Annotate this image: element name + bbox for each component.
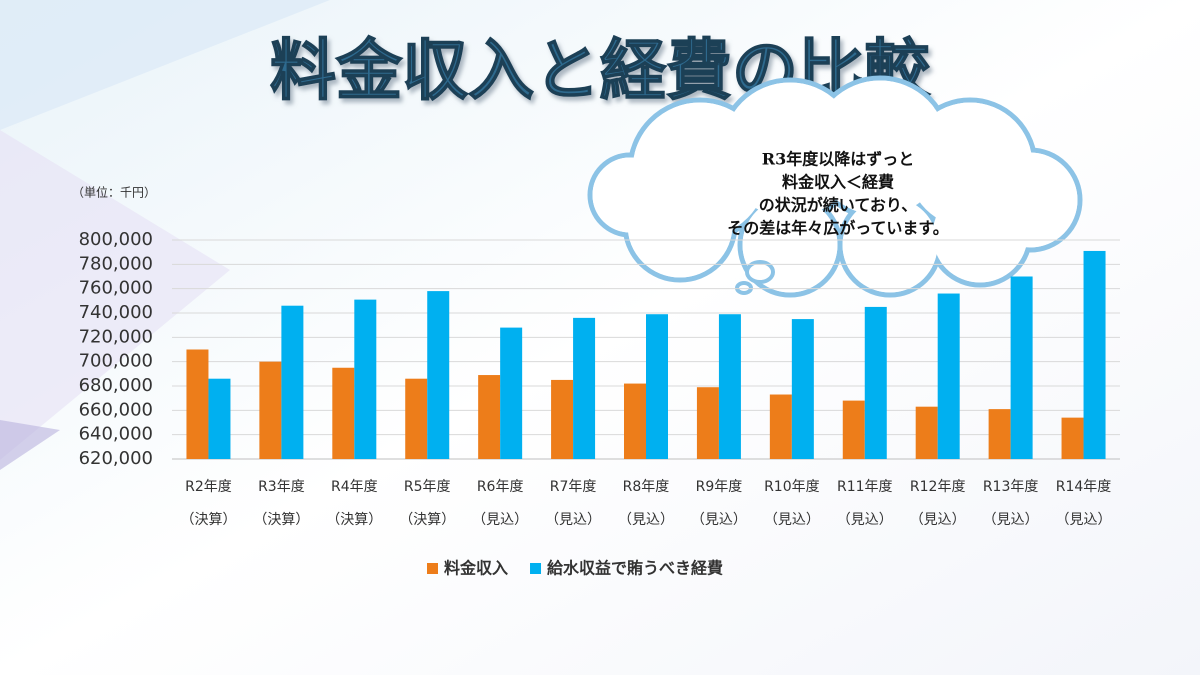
x-tick-label: R13年度 <box>983 479 1039 495</box>
x-tick-label: （見込） <box>691 512 747 528</box>
y-tick-label: 780,000 <box>79 253 153 274</box>
bar <box>573 317 596 459</box>
x-tick-label: R5年度 <box>404 479 451 495</box>
callout-text: の状況が続いており、 <box>759 196 917 215</box>
bar <box>478 375 501 459</box>
bar <box>791 319 814 459</box>
bar <box>988 409 1011 459</box>
x-tick-label: （見込） <box>1056 512 1112 528</box>
x-tick-label: （見込） <box>837 512 893 528</box>
y-tick-label: 700,000 <box>79 351 153 372</box>
x-tick-label: （決算） <box>253 512 309 528</box>
bar <box>718 314 741 459</box>
legend-swatch <box>427 563 438 574</box>
y-tick-label: 720,000 <box>79 326 153 347</box>
x-tick-label: （見込） <box>545 512 601 528</box>
x-tick-label: R3年度 <box>258 479 305 495</box>
bar <box>332 367 355 459</box>
y-tick-label: 680,000 <box>79 375 153 396</box>
y-tick-label: 740,000 <box>79 302 153 323</box>
x-tick-label: （決算） <box>326 512 382 528</box>
x-tick-label: （決算） <box>399 512 455 528</box>
bar <box>405 378 428 459</box>
y-tick-label: 660,000 <box>79 399 153 420</box>
x-tick-label: （見込） <box>472 512 528 528</box>
x-tick-label: R6年度 <box>477 479 524 495</box>
x-tick-label: （見込） <box>910 512 966 528</box>
callout-text: その差は年々広がっています。 <box>727 219 949 238</box>
bar <box>1061 417 1084 459</box>
legend-label: 料金収入 <box>444 559 508 578</box>
bar <box>500 327 523 459</box>
cloud-fill <box>932 187 1028 283</box>
x-tick-label: R11年度 <box>837 479 893 495</box>
bar <box>208 378 231 459</box>
legend-label: 給水収益で賄うべき経費 <box>547 559 723 578</box>
x-tick-label: （見込） <box>618 512 674 528</box>
x-tick-label: R14年度 <box>1056 479 1112 495</box>
bar <box>1083 250 1106 459</box>
plot: 620,000 640,000 660,000 680,000 700,000 720,0… <box>79 229 1120 578</box>
bar <box>186 349 209 459</box>
cloud-fill <box>842 197 938 293</box>
bar <box>769 394 792 459</box>
bar <box>842 400 865 459</box>
decor <box>0 130 230 460</box>
x-tick-label: R4年度 <box>331 479 378 495</box>
cloud-bubble <box>735 281 753 295</box>
cloud-fill <box>592 157 668 233</box>
y-tick-label: 620,000 <box>79 448 153 469</box>
bar <box>696 387 719 459</box>
decor <box>0 0 330 130</box>
unit-note: （単位：千円） <box>72 185 156 200</box>
callout-text: R3年度以降はずっと <box>762 150 914 169</box>
x-tick-label: R8年度 <box>623 479 670 495</box>
bar <box>427 291 450 459</box>
bar <box>624 383 646 459</box>
x-tick-label: R2年度 <box>185 479 232 495</box>
bar <box>281 305 304 459</box>
x-tick-label: （見込） <box>764 512 820 528</box>
bar <box>551 379 574 459</box>
bar <box>354 299 377 459</box>
x-tick-label: R9年度 <box>696 479 743 495</box>
callout-text: 料金収入＜経費 <box>782 173 894 192</box>
cloud-bubble <box>745 260 775 284</box>
x-tick-label: （決算） <box>180 512 236 528</box>
decor <box>0 420 60 470</box>
y-tick-label: 640,000 <box>79 424 153 445</box>
bar <box>259 361 282 459</box>
y-tick-label: 760,000 <box>79 278 153 299</box>
x-tick-label: R7年度 <box>550 479 597 495</box>
bar <box>1010 276 1033 459</box>
bar <box>646 314 668 459</box>
x-tick-label: R10年度 <box>764 479 820 495</box>
callout-cloud: R3年度以降はずっと料金収入＜経費の状況が続いており、その差は年々広がっています… <box>587 75 1083 298</box>
y-tick-label: 800,000 <box>79 229 153 250</box>
bar <box>864 306 887 459</box>
x-tick-label: （見込） <box>983 512 1039 528</box>
bar <box>915 406 938 459</box>
bar <box>937 293 960 459</box>
x-tick-label: R12年度 <box>910 479 966 495</box>
legend-swatch <box>530 563 542 574</box>
